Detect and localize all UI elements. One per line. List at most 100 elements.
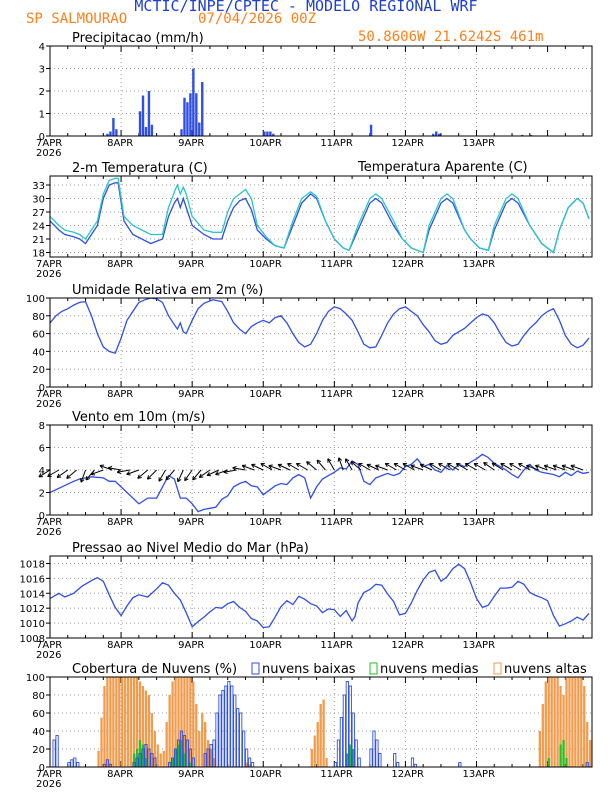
cloud-bar-nuvens-baixas: [191, 757, 195, 767]
y-tick-label: 2: [39, 489, 45, 500]
cloud-bar-nuvens-baixas: [138, 753, 142, 767]
x-tick-label: 8APR: [107, 640, 133, 651]
cloud-bar-nuvens-baixas: [369, 748, 373, 767]
wind-vector: [402, 463, 415, 471]
cloud-bar-nuvens-altas: [195, 704, 198, 767]
wind-arrowhead: [366, 464, 370, 469]
x-tick-label: 7APR: [36, 517, 62, 528]
y-tick-label: 60: [32, 709, 45, 720]
wind-arrowhead: [137, 474, 140, 479]
y-tick-label: 1012: [20, 604, 45, 615]
x-tick-label: 7APR: [36, 389, 62, 400]
wind-vector: [447, 463, 459, 471]
x-tick-label: 11APR: [320, 138, 353, 149]
y-tick-label: 6: [39, 444, 45, 455]
legend-swatch: [493, 662, 502, 675]
wind-vector: [147, 469, 157, 480]
cloud-bar-nuvens-altas: [571, 677, 574, 767]
wind-arrowhead: [215, 473, 220, 476]
y-tick-label: 8: [39, 421, 45, 432]
cloud-bar-nuvens-baixas: [354, 739, 358, 767]
precip-bar: [435, 131, 438, 136]
series-line-1: [50, 182, 590, 254]
cloud-bar-nuvens-altas: [112, 677, 115, 767]
cloud-bar-nuvens-altas: [319, 704, 322, 767]
cloud-bar-nuvens-altas: [106, 677, 109, 767]
wind-arrowhead: [66, 477, 71, 479]
panel-2: [46, 175, 593, 258]
cloud-bar-nuvens-altas: [183, 677, 186, 767]
cloud-bar-nuvens-altas: [141, 686, 145, 767]
wind-arrowhead: [561, 465, 566, 469]
cloud-bar-nuvens-medias: [352, 749, 355, 767]
panel-title: Pressao ao Nivel Medio do Mar (hPa): [72, 541, 309, 556]
wind-vector: [385, 463, 397, 471]
data-layer: [50, 298, 590, 354]
wind-arrowhead: [137, 477, 142, 479]
cloud-bar-nuvens-baixas: [239, 712, 243, 767]
cloud-bar-nuvens-altas: [568, 677, 571, 767]
cloud-bar-nuvens-altas: [212, 758, 216, 767]
y-tick-label: 3: [39, 65, 45, 76]
cloud-bar-nuvens-altas: [177, 677, 180, 767]
cloud-bar-nuvens-baixas: [173, 748, 178, 767]
x-tick-label: 10APR: [249, 769, 282, 780]
wind-vector: [509, 463, 522, 471]
wind-arrowhead: [91, 473, 96, 476]
wind-vector: [306, 461, 317, 471]
y-tick-label: 60: [32, 330, 45, 341]
wind-vector: [429, 463, 442, 471]
precip-bar: [147, 91, 151, 136]
y-tick-label: 20: [32, 745, 45, 756]
x-tick-label: 13APR: [462, 517, 495, 528]
cloud-bar-nuvens-medias: [180, 740, 183, 767]
x-tick-label: 13APR: [462, 640, 495, 651]
wind-arrowhead: [327, 458, 332, 462]
series-line-1: [50, 453, 590, 513]
wind-vector: [296, 463, 308, 471]
cloud-bar-nuvens-medias: [562, 740, 565, 767]
cloud-bar-nuvens-medias: [144, 758, 148, 767]
wind-vector: [192, 469, 202, 481]
wind-vector: [350, 461, 362, 471]
cloud-bar-nuvens-altas: [562, 695, 565, 767]
wind-arrowhead: [570, 464, 575, 467]
wind-vector: [117, 469, 131, 473]
cloud-bar-nuvens-medias: [346, 753, 349, 767]
precip-bar: [186, 102, 189, 136]
x-tick-label: 12APR: [391, 138, 424, 149]
wind-arrowhead: [90, 471, 95, 475]
x-tick-label: 11APR: [320, 389, 353, 400]
y-tick-label: 33: [32, 181, 45, 192]
wind-arrowhead: [491, 462, 495, 467]
wind-arrowhead: [99, 465, 103, 469]
x-tick-label: 10APR: [249, 389, 282, 400]
x-tick-label: 12APR: [391, 389, 424, 400]
cloud-bar-nuvens-altas: [118, 677, 121, 767]
wind-arrowhead: [375, 465, 379, 469]
x-tick-label: 13APR: [462, 259, 495, 270]
station-coordinates: 50.8606W 21.6242S 461m: [358, 29, 544, 45]
precip-bar: [192, 68, 195, 136]
wind-vector: [223, 469, 237, 473]
precip-bar: [269, 131, 272, 136]
cloud-bar-nuvens-baixas: [345, 681, 349, 767]
cloud-bar-nuvens-baixas: [141, 748, 145, 767]
series-line-1: [50, 563, 590, 629]
wind-vector: [287, 463, 300, 471]
cloud-bar-nuvens-altas: [556, 677, 559, 767]
wind-arrowhead: [316, 459, 319, 465]
wind-arrowhead: [116, 469, 121, 473]
wind-vector: [165, 469, 175, 481]
wind-arrowhead: [126, 471, 130, 475]
wind-arrowhead: [192, 478, 197, 481]
x-tick-label: 12APR: [391, 640, 424, 651]
wind-arrowhead: [108, 465, 113, 469]
wind-arrowhead: [316, 459, 321, 462]
wind-arrowhead: [80, 479, 85, 483]
cloud-bar-nuvens-altas: [586, 722, 589, 767]
panel-frame: [49, 424, 593, 516]
y-tick-label: 40: [32, 727, 45, 738]
cloud-bar-nuvens-baixas: [215, 712, 219, 767]
cloud-bar-nuvens-medias: [183, 753, 186, 767]
